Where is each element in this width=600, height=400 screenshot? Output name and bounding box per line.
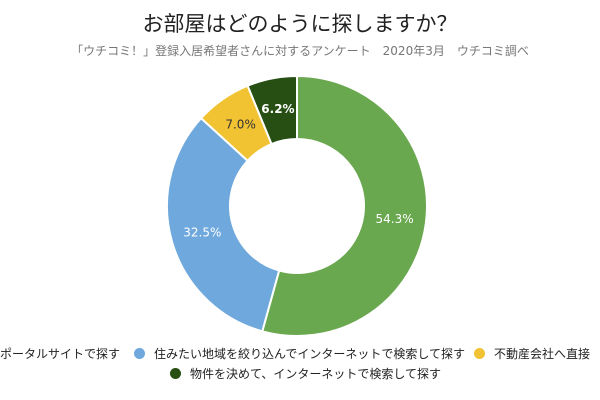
slice-label-area-search: 32.5% <box>183 226 221 240</box>
legend-label-direct: 不動産会社へ直接 <box>494 347 591 361</box>
slice-area-search <box>166 116 281 333</box>
legend-swatch-property <box>170 368 181 379</box>
chart-subtitle: 「ウチコミ！」登録入居希望者さんに対するアンケート 2020年3月 ウチコミ調べ <box>71 44 529 58</box>
legend-label-property: 物件を決めて、インターネットで検索して探す <box>190 367 442 381</box>
legend-swatch-direct <box>474 348 485 359</box>
slice-label-property: 6.2% <box>261 102 294 116</box>
legend-swatch-area-search <box>134 348 145 359</box>
chart-title: お部屋はどのように探しますか？ <box>142 12 458 36</box>
legend-label-area-search: 住みたい地域を絞り込んでインターネットで検索して探す <box>154 347 466 361</box>
slice-portal <box>261 74 428 337</box>
legend-row-2: 物件を決めて、インターネットで検索して探す <box>0 366 600 382</box>
slice-property <box>246 74 298 146</box>
slice-label-portal: 54.3% <box>376 212 414 226</box>
legend-row-1: ポータルサイトで探す 住みたい地域を絞り込んでインターネットで検索して探す 不動… <box>0 346 600 362</box>
legend-label-portal: ポータルサイトで探す <box>0 347 121 361</box>
slice-label-direct: 7.0% <box>225 118 256 132</box>
